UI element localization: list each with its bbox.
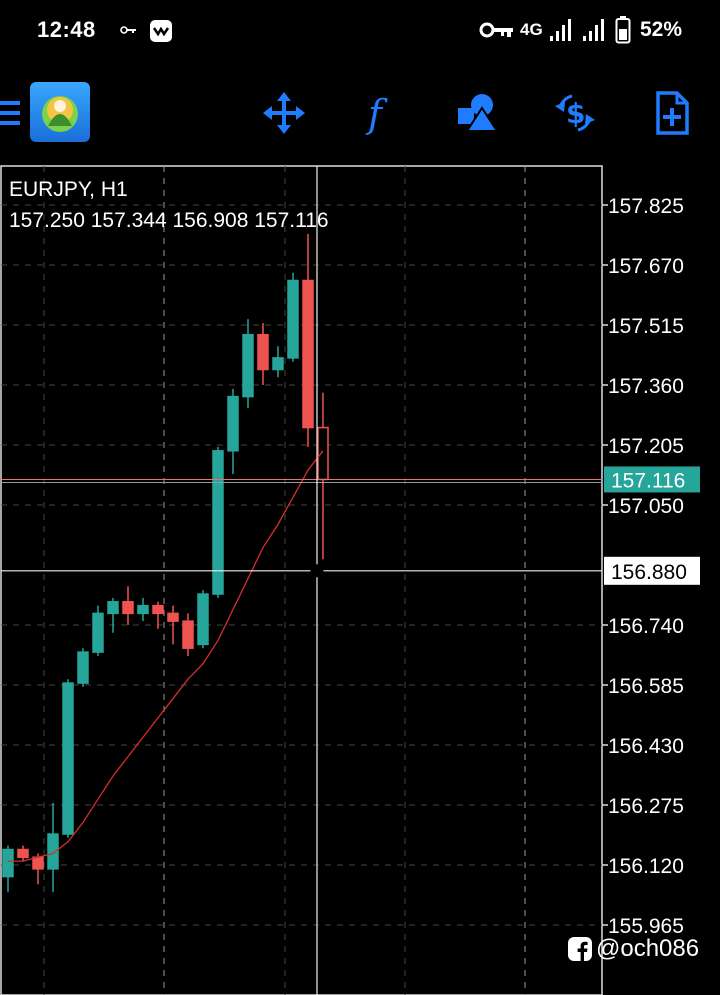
candle-body [2, 848, 14, 878]
svg-text:f: f [365, 92, 388, 136]
status-time: 12:48 [37, 17, 96, 42]
candle-body [212, 450, 224, 595]
candle-body [152, 604, 164, 615]
watermark: @och086 [568, 935, 699, 963]
price-axis-label: 156.740 [608, 615, 684, 638]
crosshair-move-icon[interactable] [261, 90, 307, 136]
moving-average-line [8, 450, 324, 862]
app-logo[interactable] [30, 82, 90, 142]
candlestick-chart[interactable]: 157.825 157.670 157.515 157.360 157.205 157.0… [0, 165, 720, 995]
candle-body [227, 395, 239, 452]
price-axis-label: 156.585 [608, 675, 684, 698]
network-type: 4G [520, 20, 543, 39]
candle-body [77, 651, 89, 684]
price-axis-label: 157.670 [608, 255, 684, 278]
price-axis-label: 157.515 [608, 315, 684, 338]
candle-body [167, 612, 179, 622]
price-axis-label: 157.050 [608, 495, 684, 518]
candle-body [257, 333, 269, 371]
hamburger-icon[interactable] [0, 100, 20, 126]
crosshair-price-badge [604, 556, 700, 585]
signal-icon [550, 19, 571, 41]
candle-body [17, 848, 29, 859]
status-bar: 12:48 4G 52% [0, 0, 720, 62]
document-plus-icon[interactable] [649, 90, 695, 136]
chart-ohlc: 157.250 157.344 156.908 157.116 [9, 209, 329, 232]
candle-body [122, 601, 134, 615]
facebook-icon [568, 937, 592, 961]
candle-body [302, 279, 314, 429]
candle-body [197, 593, 209, 646]
candle-body [62, 682, 74, 835]
candle-body [242, 333, 254, 398]
price-axis-label: 156.275 [608, 795, 684, 818]
candle-body [107, 601, 119, 615]
crosshair-price-label: 156.880 [611, 561, 687, 584]
metatrader-logo-icon [42, 96, 78, 132]
svg-text:$: $ [566, 97, 585, 130]
price-axis-label: 157.360 [608, 375, 684, 398]
plot-border [0, 165, 603, 995]
battery-percent: 52% [640, 18, 683, 41]
shapes-icon[interactable] [455, 90, 501, 136]
price-axis-label: 156.120 [608, 855, 684, 878]
function-f-icon[interactable]: f [358, 90, 404, 136]
dollar-refresh-icon[interactable]: $ [552, 90, 598, 136]
crosshair-center[interactable] [310, 564, 324, 578]
current-price-badge [604, 466, 700, 493]
candle-body [92, 612, 104, 653]
vpn-key-icon [479, 22, 513, 38]
key-icon [120, 26, 136, 34]
price-axis-label: 157.825 [608, 195, 684, 218]
watermark-text: @och086 [596, 935, 700, 962]
price-axis-label: 155.965 [608, 915, 684, 938]
current-price-label: 157.116 [611, 469, 685, 492]
chart-area[interactable]: 157.825 157.670 157.515 157.360 157.205 157.0… [0, 165, 720, 995]
notification-app-icon [150, 20, 172, 42]
candle-body [182, 620, 194, 649]
candle-body [47, 833, 59, 870]
price-axis-label: 157.205 [608, 435, 684, 458]
battery-icon [615, 16, 631, 44]
candle-body [137, 604, 149, 615]
candle-body [287, 279, 299, 359]
price-axis-label: 156.430 [608, 735, 684, 758]
signal-icon-2 [583, 19, 604, 41]
candle-body [317, 426, 329, 481]
chart-symbol: EURJPY, H1 [9, 178, 128, 201]
toolbar: f $ [0, 72, 720, 154]
candle-body [32, 856, 44, 870]
candle-body [272, 357, 284, 371]
